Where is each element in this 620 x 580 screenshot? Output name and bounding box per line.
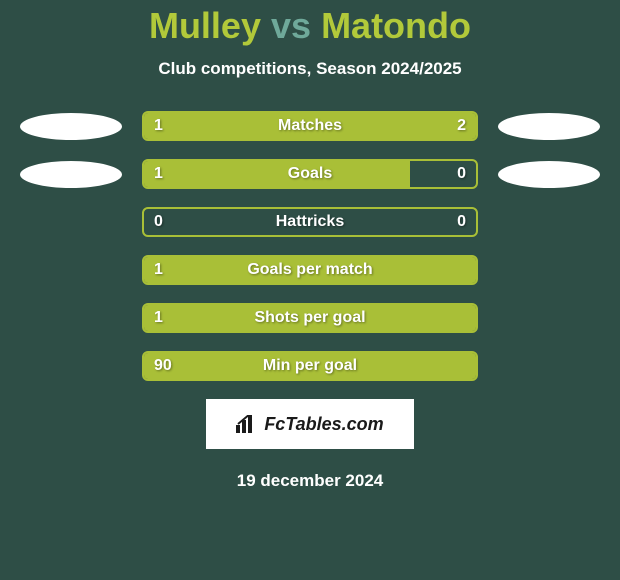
stat-row: 12Matches — [0, 111, 620, 141]
stat-label: Goals — [144, 161, 476, 187]
player1-name: Mulley — [149, 5, 261, 46]
stat-row: 1Shots per goal — [0, 303, 620, 333]
logo-text: FcTables.com — [264, 414, 383, 435]
stat-bar: 00Hattricks — [142, 207, 478, 237]
player1-badge — [20, 113, 122, 140]
logo-box: FcTables.com — [206, 399, 414, 449]
comparison-panel: Mulley vs Matondo Club competitions, Sea… — [0, 0, 620, 491]
stat-bar: 1Shots per goal — [142, 303, 478, 333]
stat-bar: 10Goals — [142, 159, 478, 189]
stat-label: Hattricks — [144, 209, 476, 235]
vs-text: vs — [271, 5, 311, 46]
chart-icon — [236, 415, 258, 433]
stat-label: Min per goal — [144, 353, 476, 379]
stat-row: 90Min per goal — [0, 351, 620, 381]
stat-row: 1Goals per match — [0, 255, 620, 285]
stat-row: 10Goals — [0, 159, 620, 189]
player2-badge — [498, 113, 600, 140]
stat-row: 00Hattricks — [0, 207, 620, 237]
date-text: 19 december 2024 — [0, 471, 620, 491]
stat-bar: 90Min per goal — [142, 351, 478, 381]
player2-name: Matondo — [321, 5, 471, 46]
subtitle: Club competitions, Season 2024/2025 — [0, 59, 620, 79]
stat-bar: 1Goals per match — [142, 255, 478, 285]
stat-label: Shots per goal — [144, 305, 476, 331]
stats-list: 12Matches 10Goals 00Hattricks 1Goals per ma… — [0, 111, 620, 381]
player2-badge — [498, 161, 600, 188]
title: Mulley vs Matondo — [0, 5, 620, 47]
stat-label: Goals per match — [144, 257, 476, 283]
stat-bar: 12Matches — [142, 111, 478, 141]
player1-badge — [20, 161, 122, 188]
stat-label: Matches — [144, 113, 476, 139]
